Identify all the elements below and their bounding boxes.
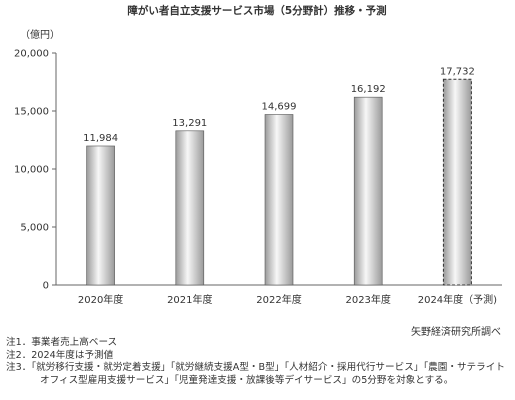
y-tick-label: 10,000: [14, 165, 49, 176]
y-tick-label: 15,000: [14, 107, 49, 118]
notes: 注1．事業者売上高ベース 注2．2024年度は予測値 注3．「就労移行支援・就労…: [6, 337, 511, 387]
bar-value-label: 17,732: [440, 66, 475, 77]
bars: 11,984 13,291 14,699 16,192 17,732: [83, 66, 475, 286]
bar: [86, 145, 115, 286]
y-axis-unit-label: （億円）: [20, 28, 60, 41]
note-line: 注1．事業者売上高ベース: [6, 337, 118, 348]
note-line: 注3．「就労移行支援・就労定着支援」「就労継続支援A型・B型」「人材紹介・採用代…: [6, 362, 505, 374]
x-tick-label: 2020年度: [78, 293, 123, 306]
note-line: 注2．2024年度は予測値: [6, 349, 114, 361]
bar-value-label: 14,699: [262, 101, 297, 112]
x-tick-label: 2024年度（予測): [418, 293, 497, 306]
bar: [353, 96, 383, 286]
y-tick-label: 20,000: [14, 49, 49, 60]
bar: [264, 114, 294, 286]
x-tick-label: 2023年度: [345, 293, 390, 306]
y-axis-ticks: 0 5,000 10,000 15,000 20,000: [14, 49, 56, 292]
x-tick-label: 2021年度: [167, 293, 212, 306]
bar-chart: 障がい者自立支援サービス市場（5分野計）推移・予測 （億円） 0 5,000 10,…: [14, 4, 502, 306]
chart-title: 障がい者自立支援サービス市場（5分野計）推移・予測: [127, 4, 386, 17]
x-tick-label: 2022年度: [256, 293, 301, 306]
x-axis-ticks: 2020年度 2021年度 2022年度 2023年度 2024年度（予測): [78, 293, 497, 306]
source-credit: 矢野経済研究所調べ: [411, 327, 501, 338]
note-line: オフィス型雇用支援サービス」「児童発達支援・放課後等デイサービス」の5分野を対象…: [40, 374, 454, 386]
y-tick-label: 0: [43, 281, 49, 292]
bar-value-label: 11,984: [83, 133, 118, 144]
bar-value-label: 13,291: [172, 118, 207, 129]
y-tick-label: 5,000: [20, 223, 49, 234]
bar: [175, 130, 205, 286]
bar-value-label: 16,192: [351, 84, 386, 95]
bar-forecast: [442, 78, 472, 286]
